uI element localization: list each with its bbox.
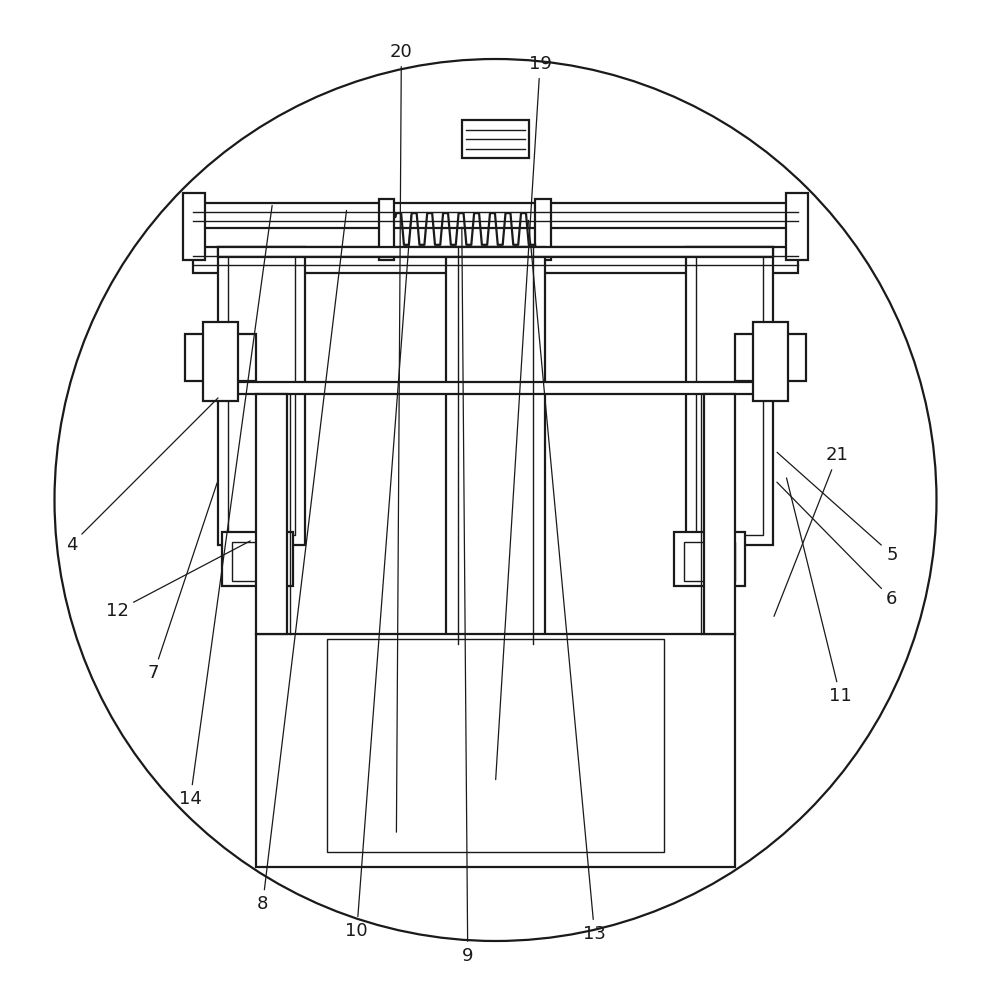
Bar [183,193,205,260]
Bar [256,634,735,867]
Bar [218,247,305,545]
Bar [786,193,808,260]
Text: 9: 9 [462,227,474,965]
Bar [193,247,798,273]
Text: 5: 5 [777,452,898,564]
Bar [684,542,735,581]
Bar [327,639,664,852]
Text: 14: 14 [178,205,273,808]
Bar [222,532,293,586]
Bar [705,394,735,634]
Bar [193,203,798,228]
Bar [185,334,256,381]
Bar [753,322,788,401]
Text: 8: 8 [257,210,347,913]
Bar [446,247,545,644]
Bar [696,247,763,535]
Text: 11: 11 [787,478,851,705]
Bar [256,394,286,634]
Bar [462,120,529,158]
Bar [228,247,295,535]
Bar [232,542,283,581]
Text: 4: 4 [65,398,218,554]
Bar [218,247,773,257]
Bar [218,382,773,394]
Text: 20: 20 [390,43,412,832]
Text: 13: 13 [528,220,606,943]
Text: 10: 10 [346,215,411,940]
Bar [686,247,773,545]
Bar [379,199,394,260]
Bar [674,532,745,586]
Text: 21: 21 [774,446,849,616]
Bar [203,322,238,401]
Text: 6: 6 [777,482,898,608]
Bar [735,334,806,381]
Bar [535,199,551,260]
Text: 12: 12 [105,541,251,620]
Text: 19: 19 [496,55,552,780]
Text: 7: 7 [148,483,217,682]
